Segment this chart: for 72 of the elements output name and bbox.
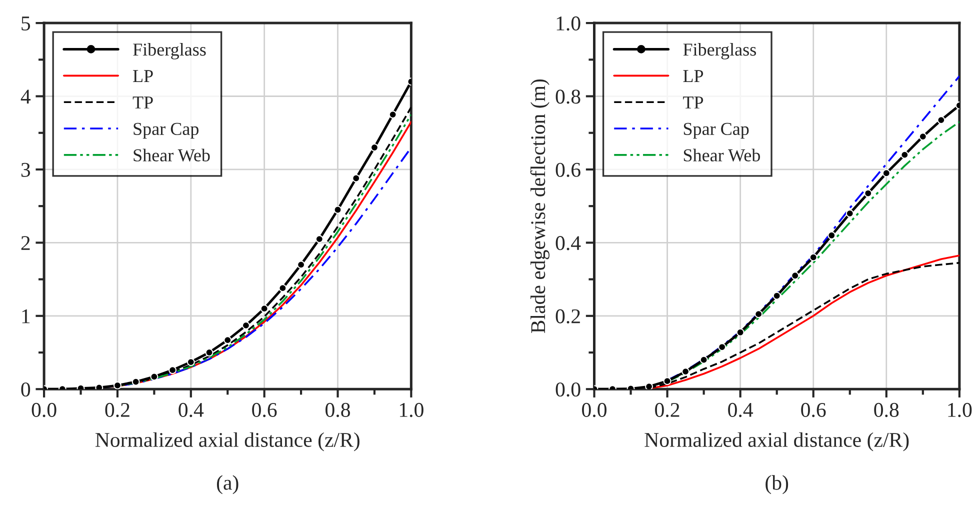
point	[900, 150, 909, 159]
x-tick-label: 0.4	[728, 402, 754, 418]
legend-label: Spar Cap	[134, 122, 199, 139]
y-axis-title: Blade edgewise deflection (m)	[530, 79, 550, 334]
y-tick-label: 3	[21, 162, 30, 177]
point	[882, 169, 890, 178]
point	[718, 343, 726, 352]
point	[864, 189, 872, 198]
x-tick-label: 0.6	[252, 402, 277, 418]
y-tick-label: 4	[20, 90, 31, 104]
x-tick-label: 0.2	[655, 402, 680, 418]
x-tick-label: 0.2	[105, 402, 130, 418]
point	[700, 356, 708, 364]
point	[754, 310, 763, 318]
x-tick-label: 0.4	[178, 402, 204, 418]
point	[113, 381, 122, 390]
legend-label: TP	[132, 96, 153, 108]
point	[645, 382, 654, 390]
point	[260, 304, 268, 313]
point	[846, 209, 854, 218]
point	[682, 368, 690, 376]
point	[334, 206, 342, 214]
y-tick-label: 0.2	[556, 309, 580, 324]
y-tick-label: 0.4	[556, 236, 581, 250]
point	[132, 378, 140, 386]
point	[388, 110, 397, 119]
point	[150, 372, 158, 381]
legend-label: Spar Cap	[684, 122, 749, 139]
point	[278, 284, 287, 292]
point	[809, 253, 818, 262]
x-tick-label: 0.0	[582, 402, 606, 418]
point	[224, 336, 232, 344]
point	[186, 358, 195, 366]
point	[242, 321, 250, 330]
legend-label: LP	[133, 70, 153, 82]
point	[736, 328, 744, 336]
x-tick-label: 0.8	[874, 402, 899, 418]
point	[772, 292, 781, 300]
y-tick-label: 1	[22, 309, 30, 324]
x-tick-label: 0.8	[326, 402, 350, 418]
legend-label: TP	[683, 96, 704, 108]
x-tick-label: 1.0	[400, 402, 424, 418]
point	[205, 348, 214, 357]
point	[95, 384, 104, 390]
x-tick-label: 1.0	[948, 402, 972, 418]
y-tick-label: 0.6	[556, 162, 580, 177]
point	[297, 260, 306, 269]
legend-label: LP	[683, 70, 704, 82]
legend-label: Shear Web	[684, 148, 760, 162]
y-tick-label: 2	[21, 236, 30, 250]
text: (a)	[216, 475, 238, 494]
point	[828, 231, 836, 240]
point	[918, 132, 927, 141]
y-tick-label: 5	[22, 16, 30, 30]
point	[791, 272, 800, 280]
x-tick-label: 0.0	[32, 402, 56, 418]
y-tick-label: 0	[21, 382, 30, 397]
point	[168, 366, 177, 374]
legend-label: Shear Web	[134, 148, 210, 162]
legend-label: Fiberglass	[133, 43, 206, 60]
y-tick-label: 0.0	[556, 382, 580, 397]
point	[315, 235, 324, 244]
point	[352, 174, 360, 182]
point	[663, 377, 672, 386]
x-axis-title: Normalized axial distance (z/R)	[95, 432, 360, 452]
text: (b)	[766, 475, 788, 494]
legend-label: Fiberglass	[683, 43, 756, 60]
point	[937, 116, 946, 124]
x-tick-label: 0.6	[801, 402, 826, 418]
x-axis-title: Normalized axial distance (z/R)	[644, 432, 909, 452]
y-tick-label: 1.0	[556, 16, 580, 31]
y-tick-label: 0.8	[556, 90, 580, 104]
